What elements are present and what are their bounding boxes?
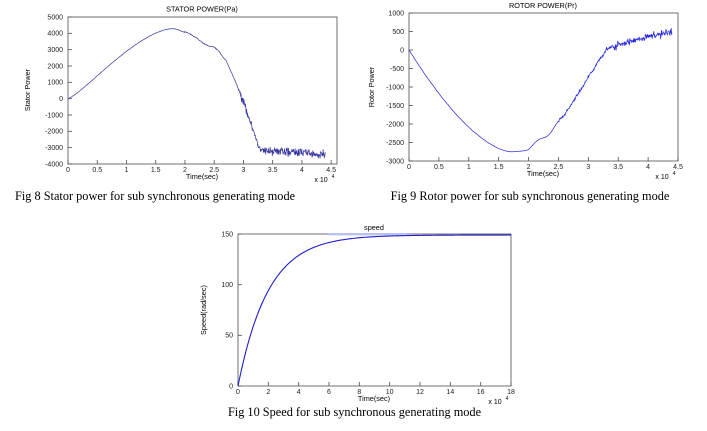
svg-text:-3000: -3000 xyxy=(45,145,63,152)
svg-text:5000: 5000 xyxy=(47,14,63,21)
svg-text:Rotor Power: Rotor Power xyxy=(367,66,376,107)
svg-text:0.5: 0.5 xyxy=(434,164,444,171)
svg-text:4: 4 xyxy=(506,396,509,402)
svg-text:14: 14 xyxy=(446,389,454,396)
svg-text:1000: 1000 xyxy=(47,80,63,87)
svg-text:3.5: 3.5 xyxy=(268,167,278,174)
svg-text:-1000: -1000 xyxy=(45,112,63,119)
svg-text:-3000: -3000 xyxy=(386,158,404,165)
svg-text:100: 100 xyxy=(221,282,233,289)
svg-text:4000: 4000 xyxy=(47,31,63,38)
svg-text:4: 4 xyxy=(646,164,650,171)
svg-text:Time(sec): Time(sec) xyxy=(527,169,559,178)
svg-text:x 10: x 10 xyxy=(655,174,668,181)
svg-text:Stator Power: Stator Power xyxy=(23,68,32,111)
svg-text:-2000: -2000 xyxy=(45,129,63,136)
svg-text:-1000: -1000 xyxy=(386,84,404,91)
svg-text:0: 0 xyxy=(229,383,233,390)
svg-text:ROTOR POWER(Pr): ROTOR POWER(Pr) xyxy=(509,1,577,10)
svg-text:4: 4 xyxy=(300,167,304,174)
svg-text:STATOR POWER(Pa): STATOR POWER(Pa) xyxy=(166,5,238,14)
svg-text:1: 1 xyxy=(125,167,129,174)
svg-text:4.5: 4.5 xyxy=(673,164,683,171)
svg-text:-2500: -2500 xyxy=(386,140,404,147)
svg-text:18: 18 xyxy=(507,389,515,396)
svg-text:16: 16 xyxy=(477,389,485,396)
svg-text:4: 4 xyxy=(332,174,335,180)
svg-text:x 10: x 10 xyxy=(314,177,327,184)
svg-text:500: 500 xyxy=(392,29,404,36)
svg-text:3: 3 xyxy=(241,167,245,174)
svg-text:1.5: 1.5 xyxy=(494,164,504,171)
svg-text:-1500: -1500 xyxy=(386,103,404,110)
svg-text:1.5: 1.5 xyxy=(151,167,161,174)
svg-text:0: 0 xyxy=(407,164,411,171)
svg-text:0: 0 xyxy=(66,167,70,174)
svg-text:Time(sec): Time(sec) xyxy=(186,172,218,181)
svg-text:1000: 1000 xyxy=(388,10,404,17)
svg-text:12: 12 xyxy=(416,389,424,396)
svg-text:1: 1 xyxy=(467,164,471,171)
svg-text:3: 3 xyxy=(586,164,590,171)
svg-text:-2000: -2000 xyxy=(386,121,404,128)
svg-text:Time(sec): Time(sec) xyxy=(358,394,390,403)
svg-text:4.5: 4.5 xyxy=(326,167,336,174)
svg-text:50: 50 xyxy=(225,333,233,340)
svg-text:4: 4 xyxy=(297,389,301,396)
svg-text:3000: 3000 xyxy=(47,47,63,54)
svg-text:0: 0 xyxy=(59,96,63,103)
svg-text:-4000: -4000 xyxy=(45,161,63,168)
svg-text:speed: speed xyxy=(364,223,384,232)
svg-text:0: 0 xyxy=(236,389,240,396)
svg-text:3.5: 3.5 xyxy=(613,164,623,171)
svg-text:Speed(rad/sec): Speed(rad/sec) xyxy=(199,285,208,335)
svg-text:6: 6 xyxy=(327,389,331,396)
svg-text:2000: 2000 xyxy=(47,63,63,70)
svg-text:150: 150 xyxy=(221,231,233,238)
svg-text:0.5: 0.5 xyxy=(92,167,102,174)
svg-text:0: 0 xyxy=(400,47,404,54)
svg-text:4: 4 xyxy=(673,171,676,177)
svg-text:-500: -500 xyxy=(390,66,404,73)
svg-text:2: 2 xyxy=(266,389,270,396)
